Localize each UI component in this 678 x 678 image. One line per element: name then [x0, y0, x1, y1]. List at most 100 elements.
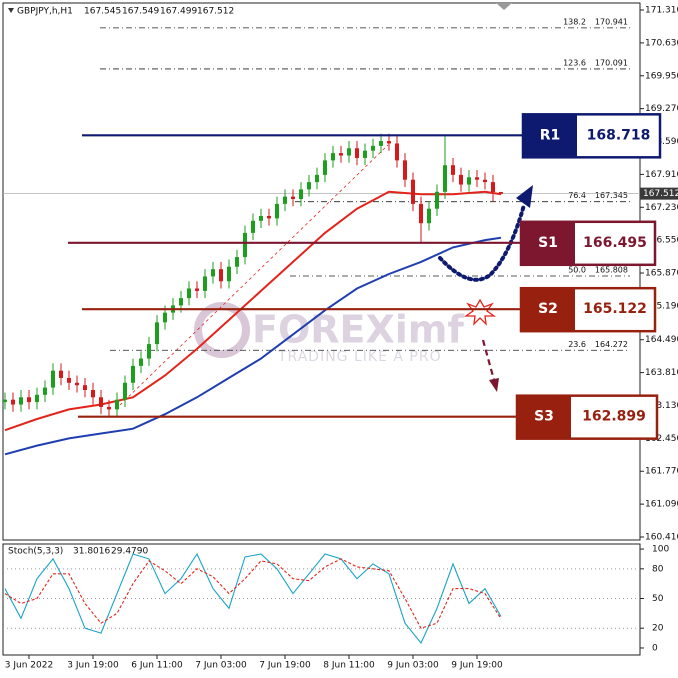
- level-name: S2: [538, 301, 558, 317]
- candle-body: [299, 189, 303, 200]
- candle-body: [307, 182, 311, 190]
- fib-value: 170.091: [595, 58, 628, 67]
- candle-body: [363, 150, 367, 158]
- y-tick-label: 160.410: [645, 533, 678, 543]
- level-tag: [517, 395, 571, 439]
- y-tick-label: 161.770: [645, 467, 678, 477]
- stoch-line: [4, 558, 502, 629]
- y-tick-label: 162.450: [645, 434, 678, 444]
- plot-layer: 171.310 170.630 169.950 169.270 168.590 167.9…: [3, 6, 678, 671]
- candle-body: [275, 203, 279, 219]
- level-value: 165.122: [583, 301, 647, 317]
- y-tick-label: 170.630: [645, 38, 678, 48]
- candle-body: [259, 215, 263, 221]
- candle-body: [403, 160, 407, 180]
- x-tick-label: 3 Jun 19:00: [67, 661, 119, 671]
- candle-body: [395, 143, 399, 161]
- y-tick-label: 165.190: [645, 301, 678, 311]
- candle-body: [11, 399, 15, 405]
- x-tick-label: 9 Jun 19:00: [451, 661, 503, 671]
- x-tick-label: 3 Jun 2022: [5, 661, 53, 671]
- x-tick-label: 9 Jun 03:00: [387, 661, 439, 671]
- forecast-arrow: [438, 203, 526, 282]
- symbol-marker: [8, 8, 14, 13]
- candle-body: [3, 399, 7, 403]
- candle-body: [123, 382, 127, 400]
- y-tick-label: 164.490: [645, 335, 678, 345]
- candle-body: [267, 215, 271, 219]
- stoch-panel-frame: [2, 543, 641, 656]
- y-tick-label: 168.590: [645, 137, 678, 147]
- watermark: FOREXimf TRADING LIKE A PRO: [194, 302, 464, 365]
- stoch-y-tick-label: 0: [652, 643, 658, 653]
- candle-body: [251, 220, 255, 233]
- stoch-y-tick-label: 80: [652, 564, 664, 574]
- candle-body: [195, 288, 199, 291]
- stoch-y-tick-label: 100: [652, 545, 669, 555]
- candle-body: [355, 148, 359, 158]
- down-arrowhead: [489, 378, 499, 392]
- fib-value: 167.345: [595, 191, 628, 200]
- candle-body: [379, 141, 383, 146]
- candle-body: [451, 165, 455, 175]
- level-tag: [523, 114, 577, 158]
- candle-body: [155, 322, 159, 345]
- candle-body: [419, 203, 423, 224]
- candle-body: [227, 266, 231, 282]
- breakout-burst: [463, 298, 497, 326]
- candle-body: [371, 145, 375, 151]
- candle-body: [99, 397, 103, 407]
- candle-body: [435, 191, 439, 209]
- x-tick-label: 7 Jun 19:00: [259, 661, 311, 671]
- candle-body: [459, 174, 463, 185]
- candle-body: [83, 385, 87, 391]
- level-tag: [521, 288, 575, 332]
- candle-body: [67, 377, 71, 383]
- x-tick-label: 7 Jun 03:00: [195, 661, 247, 671]
- watermark-logo: [194, 302, 250, 358]
- ohlc-close: 167.512: [197, 7, 234, 17]
- candle-body: [283, 196, 287, 204]
- level-name: S1: [538, 235, 558, 251]
- level-value: 166.495: [583, 235, 647, 251]
- current-price-label: 167.512: [643, 189, 678, 199]
- candle-body: [475, 177, 479, 180]
- candle-body: [51, 370, 55, 388]
- fib-value: 170.941: [595, 17, 628, 26]
- down-arrow: [481, 339, 496, 381]
- candle-body: [219, 269, 223, 282]
- stoch-y-tick-label: 50: [652, 594, 664, 604]
- candle-body: [443, 165, 447, 192]
- level-value: 162.899: [582, 409, 646, 425]
- candle-body: [27, 397, 31, 403]
- watermark-tagline: TRADING LIKE A PRO: [277, 349, 442, 365]
- candle-body: [91, 390, 95, 398]
- candle-body: [499, 192, 503, 194]
- candle-body: [59, 370, 63, 378]
- fib-value: 164.272: [595, 340, 628, 349]
- scroll-marker: [496, 3, 512, 10]
- candle-body: [411, 179, 415, 204]
- y-tick-label: 169.950: [645, 71, 678, 81]
- y-tick-label: 167.230: [645, 203, 678, 213]
- candle-body: [163, 312, 167, 323]
- candle-body: [243, 232, 247, 258]
- y-tick-label: 166.550: [645, 236, 678, 246]
- moving-average: [4, 190, 502, 432]
- candle-body: [75, 382, 79, 386]
- candle-body: [467, 177, 471, 185]
- stoch-signal-value: 29.4790: [111, 547, 148, 557]
- y-tick-label: 167.910: [645, 170, 678, 180]
- x-tick-label: 6 Jun 11:00: [131, 661, 183, 671]
- candle-body: [291, 196, 295, 200]
- candle-body: [323, 160, 327, 175]
- y-tick-label: 161.090: [645, 500, 678, 510]
- candle-body: [139, 358, 143, 366]
- chart-title: GBPJPY,h,H1: [17, 7, 73, 17]
- ohlc-open: 167.545: [84, 7, 121, 17]
- price-panel-frame: [2, 2, 641, 541]
- ohlc-low: 167.499: [160, 7, 197, 17]
- candle-body: [347, 148, 351, 156]
